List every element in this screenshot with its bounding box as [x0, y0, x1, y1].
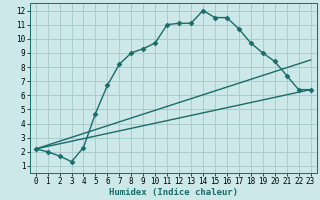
X-axis label: Humidex (Indice chaleur): Humidex (Indice chaleur)	[108, 188, 238, 197]
